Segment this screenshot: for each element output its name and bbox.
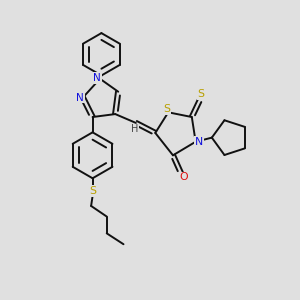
Text: S: S [89,186,96,196]
Text: N: N [195,137,203,147]
Text: N: N [76,93,84,103]
Text: N: N [93,73,101,83]
Text: H: H [131,124,138,134]
Text: S: S [198,89,205,99]
Text: O: O [179,172,188,182]
Text: S: S [163,104,170,114]
